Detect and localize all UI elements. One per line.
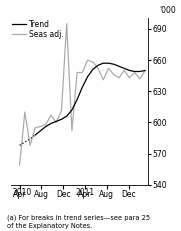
- Text: 2011: 2011: [75, 188, 94, 197]
- Text: 2010: 2010: [13, 188, 32, 197]
- Legend: Trend, Seas adj.: Trend, Seas adj.: [12, 20, 64, 39]
- Text: '000: '000: [159, 6, 176, 15]
- Text: (a) For breaks in trend series—see para 25
of the Explanatory Notes.: (a) For breaks in trend series—see para …: [7, 215, 150, 229]
